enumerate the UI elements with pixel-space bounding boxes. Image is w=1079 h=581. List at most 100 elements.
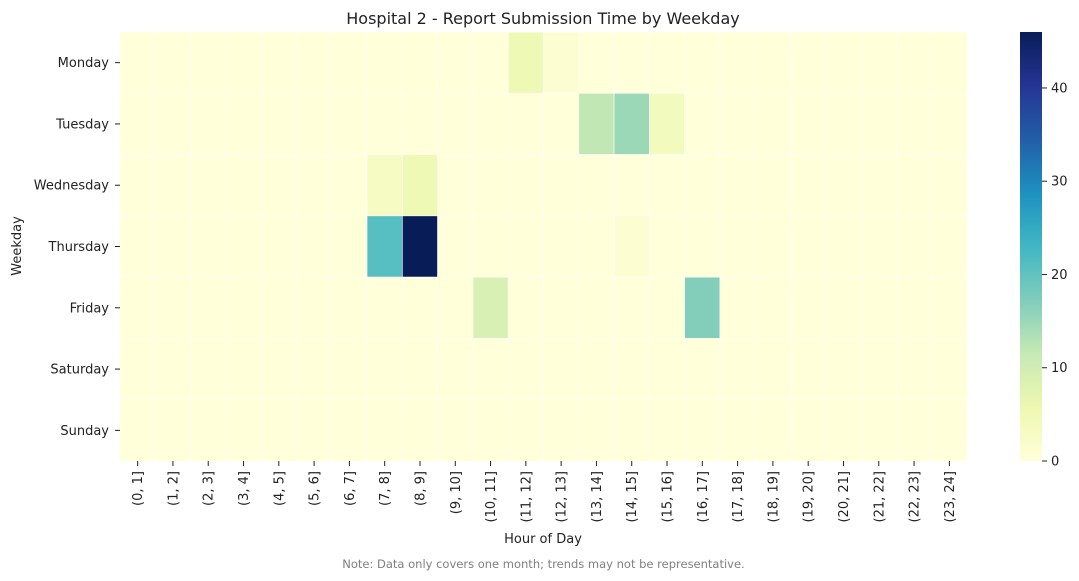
x-tick-label: (7, 8] <box>378 471 393 506</box>
heatmap-cell <box>366 338 403 401</box>
x-tick-label: (18, 19] <box>766 471 781 523</box>
heatmap-cell <box>402 338 438 401</box>
heatmap-cell <box>296 92 333 155</box>
heatmap-cell <box>754 215 791 278</box>
heatmap-cell <box>578 215 615 278</box>
heatmap-cell <box>119 338 156 401</box>
heatmap-cell <box>896 215 933 278</box>
heatmap-cell <box>507 215 544 278</box>
colorbar-tick-label: 10 <box>1051 361 1068 376</box>
x-axis-label: Hour of Day <box>504 532 582 547</box>
heatmap-cell <box>190 215 227 278</box>
x-tick-label: (20, 21] <box>837 471 852 523</box>
heatmap-cell <box>896 338 933 401</box>
heatmap-cell <box>472 338 509 401</box>
heatmap-cell <box>613 31 650 94</box>
heatmap-cell <box>684 31 721 94</box>
heatmap-cell <box>331 154 368 217</box>
x-tick-label: (6, 7] <box>343 471 358 506</box>
x-tick-label: (14, 15] <box>625 471 640 523</box>
heatmap-cell <box>366 399 403 462</box>
heatmap-cell <box>825 338 862 401</box>
heatmap-cell <box>190 154 227 217</box>
colorbar-tick-label: 30 <box>1051 175 1068 190</box>
heatmap-cell <box>260 154 297 217</box>
heatmap-cell <box>260 276 297 339</box>
x-tick-label: (23, 24] <box>943 471 958 523</box>
footnote: Note: Data only covers one month; trends… <box>342 557 745 571</box>
heatmap-cell <box>543 215 580 278</box>
heatmap-cell <box>225 338 262 401</box>
x-tick-label: (13, 14] <box>590 471 605 523</box>
x-tick-label: (22, 23] <box>908 471 923 523</box>
y-tick-label: Monday <box>58 56 110 71</box>
heatmap-cell <box>684 338 721 401</box>
x-tick-label: (12, 13] <box>555 471 570 523</box>
heatmap-cell <box>719 31 756 94</box>
heatmap-cell <box>860 154 897 217</box>
heatmap-cell <box>331 31 368 94</box>
heatmap-cell <box>225 399 262 462</box>
heatmap-cell <box>507 399 544 462</box>
heatmap-cell <box>154 154 191 217</box>
heatmap-cell <box>684 92 721 155</box>
heatmap-cell <box>331 276 368 339</box>
heatmap-cell <box>896 276 933 339</box>
heatmap-cell <box>578 92 615 155</box>
y-axis-label: Weekday <box>10 216 25 276</box>
heatmap-cell <box>331 215 368 278</box>
heatmap-cell <box>931 31 968 94</box>
heatmap-cell <box>366 31 403 94</box>
heatmap-cell <box>366 92 403 155</box>
heatmap-cell <box>119 276 156 339</box>
heatmap-cell <box>860 399 897 462</box>
heatmap-cell <box>366 276 403 339</box>
heatmap-cell <box>366 215 403 278</box>
heatmap-cells <box>119 31 968 462</box>
x-tick-label: (19, 20] <box>802 471 817 523</box>
heatmap-cell <box>472 31 509 94</box>
y-tick-label: Thursday <box>48 240 110 255</box>
heatmap-cell <box>931 92 968 155</box>
heatmap-cell <box>896 154 933 217</box>
heatmap-cell <box>649 399 685 462</box>
heatmap-cell <box>437 215 474 278</box>
heatmap-cell <box>296 31 333 94</box>
heatmap-cell <box>860 92 897 155</box>
heatmap-cell <box>437 338 474 401</box>
heatmap-cell <box>790 154 827 217</box>
heatmap-cell <box>225 276 262 339</box>
x-tick-label: (9, 10] <box>449 471 464 514</box>
heatmap-cell <box>543 31 580 94</box>
heatmap-cell <box>790 92 827 155</box>
heatmap-cell <box>790 215 827 278</box>
heatmap-cell <box>825 215 862 278</box>
heatmap-cell <box>472 399 509 462</box>
heatmap-cell <box>260 92 297 155</box>
heatmap-cell <box>613 154 650 217</box>
heatmap-cell <box>684 215 721 278</box>
heatmap-cell <box>119 399 156 462</box>
heatmap-cell <box>613 338 650 401</box>
x-tick-label: (11, 12] <box>519 471 534 523</box>
heatmap-cell <box>649 92 685 155</box>
heatmap-cell <box>402 92 438 155</box>
heatmap-cell <box>543 154 580 217</box>
heatmap-cell <box>225 215 262 278</box>
heatmap-cell <box>437 399 474 462</box>
heatmap-cell <box>472 276 509 339</box>
heatmap-cell <box>790 31 827 94</box>
colorbar-tick-label: 20 <box>1051 268 1068 283</box>
heatmap-cell <box>754 399 791 462</box>
heatmap-cell <box>472 215 509 278</box>
heatmap-cell <box>543 338 580 401</box>
heatmap-cell <box>931 338 968 401</box>
heatmap-cell <box>896 399 933 462</box>
heatmap-cell <box>684 399 721 462</box>
x-tick-label: (5, 6] <box>308 471 323 506</box>
colorbar-tick-label: 40 <box>1051 81 1068 96</box>
heatmap-cell <box>860 276 897 339</box>
heatmap-cell <box>472 154 509 217</box>
colorbar <box>1020 32 1042 461</box>
heatmap-cell <box>119 92 156 155</box>
